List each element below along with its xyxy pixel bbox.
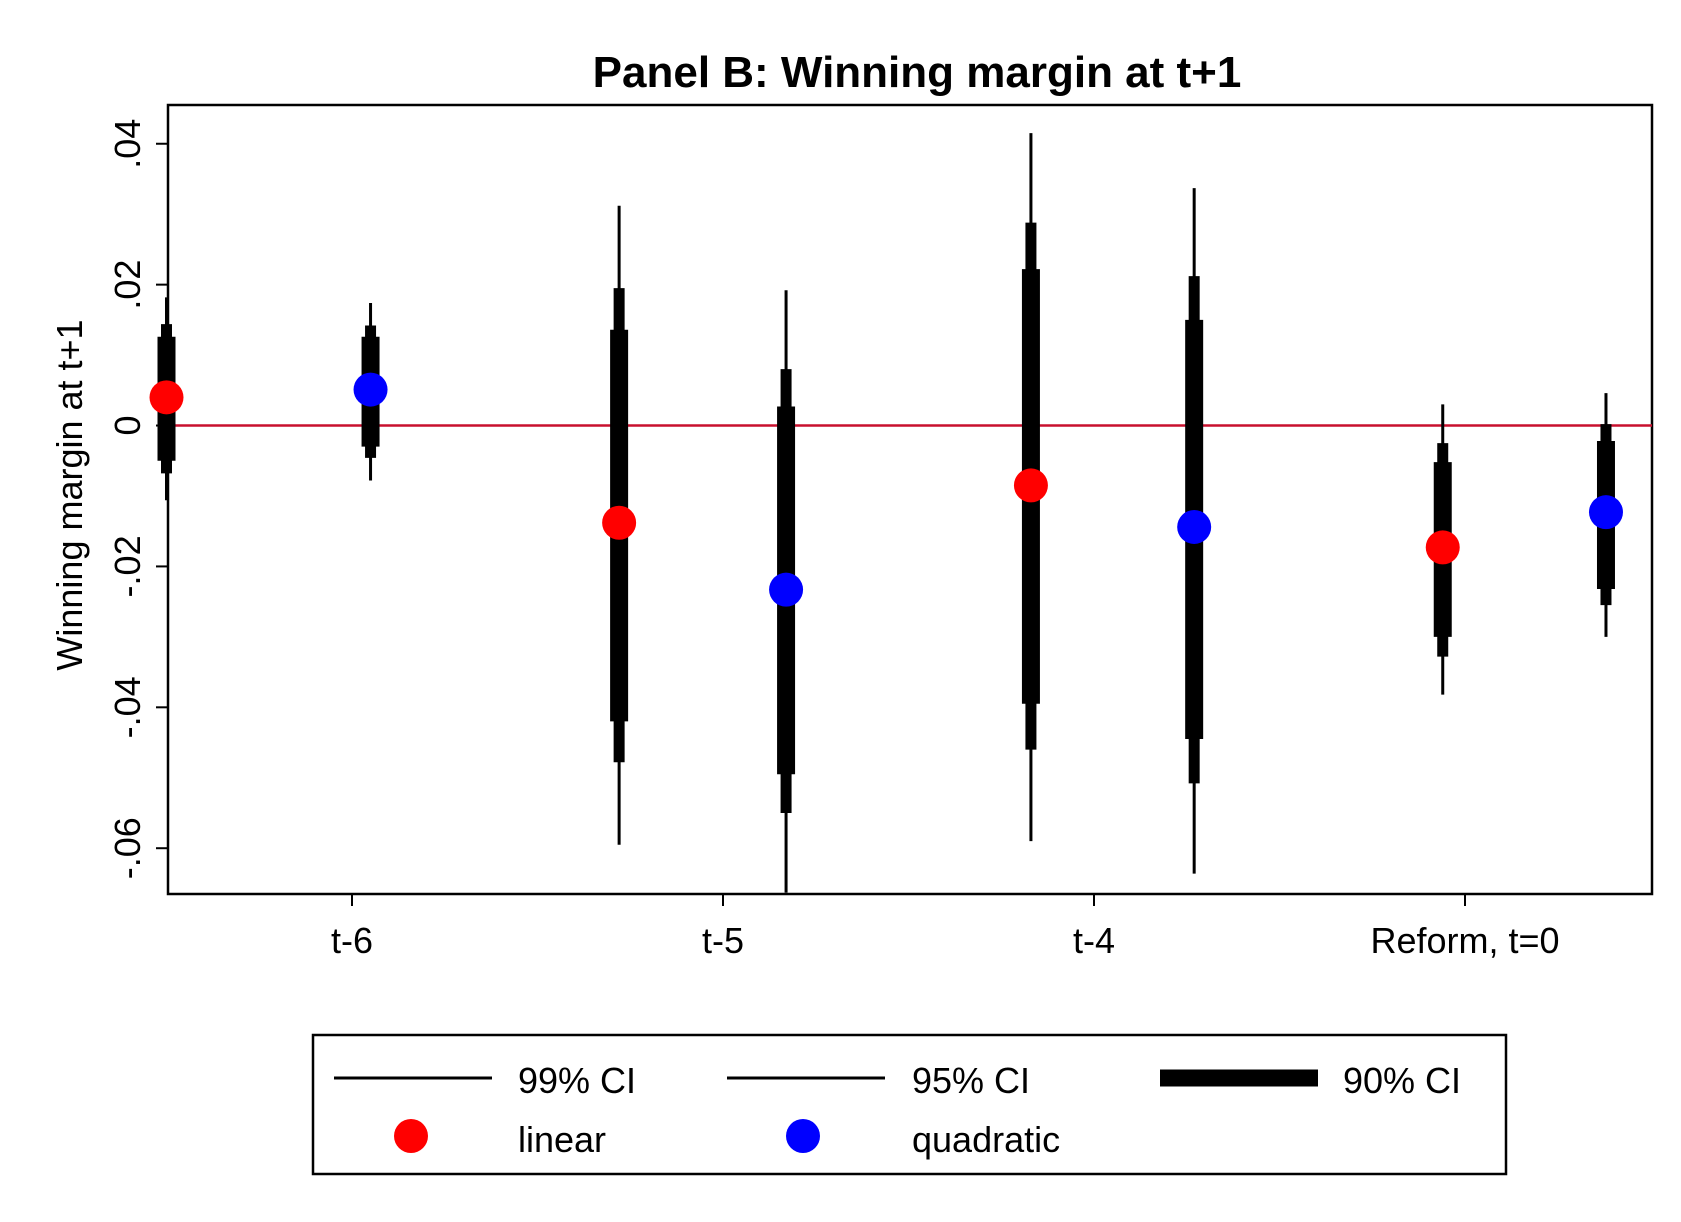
quadratic-point (1588, 495, 1623, 530)
linear-point (1013, 468, 1048, 503)
plot-area: .04 .02 0 -.02 -.04 -.06 t-6 t-5 t-4 Reform, t=0 (107, 103, 1654, 961)
legend-ci95-label: 95% CI (912, 1060, 1030, 1101)
legend-ci90-label: 90% CI (1343, 1060, 1461, 1101)
y-tick-label: 0 (107, 416, 148, 436)
legend-quadratic-label: quadratic (912, 1119, 1060, 1160)
plot-frame (166, 103, 1654, 896)
y-tick-label: .04 (107, 119, 148, 169)
legend-box (311, 1033, 1508, 1176)
x-tick-label: Reform, t=0 (1370, 920, 1559, 961)
x-tick-label: t-4 (1073, 920, 1115, 961)
legend-linear-swatch (394, 1119, 428, 1153)
quadratic-point (1177, 509, 1212, 544)
linear-point (602, 505, 637, 540)
chart-title: Panel B: Winning margin at t+1 (593, 48, 1242, 97)
legend-linear-label: linear (518, 1119, 606, 1160)
linear-point (1425, 530, 1460, 565)
y-tick-label: .02 (107, 260, 148, 310)
legend-quadratic-swatch (786, 1119, 820, 1153)
quadratic-point (769, 572, 804, 607)
quadratic-point (353, 372, 388, 407)
y-tick-label: -.04 (107, 676, 148, 738)
x-tick-label: t-5 (702, 920, 744, 961)
y-tick-label: -.06 (107, 817, 148, 879)
linear-point (149, 380, 184, 415)
x-tick-label: t-6 (331, 920, 373, 961)
legend-ci99-label: 99% CI (518, 1060, 636, 1101)
y-axis-label: Winning margin at t+1 (49, 319, 90, 670)
y-tick-label: -.02 (107, 535, 148, 597)
legend: 99% CI 95% CI 90% CI linear quadratic (311, 1033, 1508, 1176)
